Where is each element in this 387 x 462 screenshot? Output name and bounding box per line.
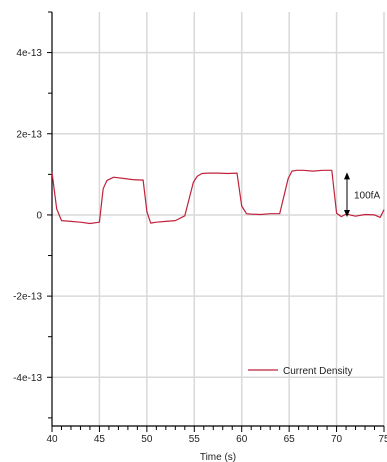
annotation-label: 100fA xyxy=(354,191,380,202)
x-tick-label: 65 xyxy=(284,434,296,445)
x-tick-label: 60 xyxy=(236,434,248,445)
legend-label: Current Density xyxy=(283,366,352,377)
y-ticks: 4e-13 2e-13 0 -2e-13 -4e-13 xyxy=(13,11,52,419)
annotation-arrow-head-up xyxy=(344,172,351,180)
y-tick-label: -2e-13 xyxy=(13,292,42,303)
grid xyxy=(52,12,385,426)
annotation-arrow-head-down xyxy=(344,209,351,217)
x-tick-label: 70 xyxy=(331,434,343,445)
y-tick-label: 2e-13 xyxy=(16,129,42,140)
y-tick-label: 0 xyxy=(36,210,42,221)
x-tick-label: 75 xyxy=(378,434,387,445)
annotations-layer: 100fA xyxy=(344,172,380,217)
x-tick-label: 50 xyxy=(141,434,153,445)
x-axis-label: Time (s) xyxy=(200,452,236,462)
y-tick-label: -4e-13 xyxy=(13,373,42,384)
y-tick-label: 4e-13 xyxy=(16,48,42,59)
legend: Current Density xyxy=(248,366,352,377)
axes xyxy=(51,12,384,427)
x-tick-label: 40 xyxy=(46,434,58,445)
x-ticks: 40 45 50 55 60 65 70 75 xyxy=(46,426,387,445)
series-layer xyxy=(51,169,385,225)
x-tick-label: 45 xyxy=(94,434,106,445)
series-line-current-density xyxy=(51,169,385,225)
x-tick-label: 55 xyxy=(189,434,201,445)
